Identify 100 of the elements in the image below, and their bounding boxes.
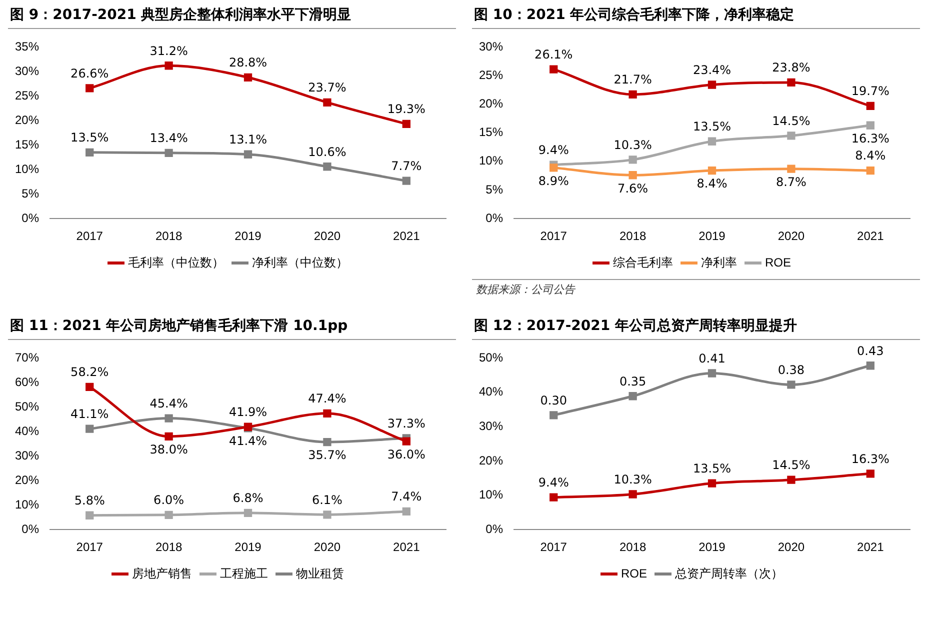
data-label: 16.3% bbox=[851, 452, 890, 466]
y-tick-label: 25% bbox=[478, 68, 504, 82]
y-tick-label: 10% bbox=[14, 162, 40, 176]
x-tick-label: 2020 bbox=[314, 540, 341, 554]
data-label: 45.4% bbox=[150, 396, 188, 410]
data-label: 23.7% bbox=[308, 80, 346, 95]
data-label: 5.8% bbox=[74, 494, 105, 508]
y-tick-label: 20% bbox=[14, 472, 40, 487]
legend-label: 净利率（中位数） bbox=[252, 255, 348, 270]
data-label: 23.4% bbox=[692, 62, 732, 77]
y-tick-label: 0% bbox=[22, 210, 40, 225]
chart-title: 图 9：2017-2021 典型房企整体利润率水平下滑明显 bbox=[8, 0, 456, 29]
data-label: 10.6% bbox=[308, 144, 346, 159]
chart-title: 图 10：2021 年公司综合毛利率下降，净利率稳定 bbox=[472, 0, 920, 29]
x-tick-label: 2019 bbox=[234, 229, 262, 244]
data-label: 16.3% bbox=[851, 131, 890, 146]
y-tick-label: 10% bbox=[478, 488, 504, 502]
data-label: 9.4% bbox=[538, 475, 569, 490]
y-tick-label: 20% bbox=[478, 96, 504, 111]
data-label: 13.4% bbox=[150, 131, 188, 146]
y-tick-label: 40% bbox=[14, 424, 40, 438]
x-tick-label: 2019 bbox=[698, 540, 726, 554]
y-tick-label: 50% bbox=[14, 399, 40, 414]
data-label: 19.3% bbox=[387, 102, 426, 116]
y-tick-label: 30% bbox=[478, 39, 504, 54]
data-label: 13.5% bbox=[692, 120, 732, 134]
y-tick-label: 30% bbox=[14, 448, 40, 462]
data-label: 23.8% bbox=[772, 60, 810, 75]
y-tick-label: 15% bbox=[14, 137, 40, 152]
data-label: 28.8% bbox=[228, 56, 268, 70]
x-tick-label: 2018 bbox=[619, 540, 646, 554]
x-tick-label: 2020 bbox=[778, 229, 805, 244]
x-tick-label: 2017 bbox=[76, 229, 104, 244]
data-label: 26.6% bbox=[70, 66, 109, 80]
y-tick-label: 20% bbox=[478, 453, 504, 468]
y-tick-label: 60% bbox=[14, 374, 40, 389]
data-label: 58.2% bbox=[70, 365, 109, 380]
x-tick-label: 2021 bbox=[857, 229, 884, 244]
data-label: 6.0% bbox=[154, 493, 184, 508]
data-label: 6.8% bbox=[232, 491, 264, 506]
data-label: 8.9% bbox=[538, 174, 569, 188]
x-tick-label: 2020 bbox=[778, 540, 805, 554]
data-label: 14.5% bbox=[772, 114, 810, 128]
x-tick-label: 2018 bbox=[619, 229, 646, 244]
y-tick-label: 5% bbox=[486, 182, 504, 196]
data-label: 6.1% bbox=[312, 492, 342, 507]
y-tick-label: 25% bbox=[14, 88, 40, 102]
data-label: 26.1% bbox=[534, 47, 573, 62]
x-tick-label: 2017 bbox=[540, 540, 568, 554]
legend-label: 净利率 bbox=[701, 255, 737, 270]
data-label: 13.5% bbox=[692, 461, 732, 476]
data-label: 10.3% bbox=[614, 472, 652, 486]
x-tick-label: 2019 bbox=[234, 540, 262, 554]
y-tick-label: 0% bbox=[486, 210, 504, 225]
data-label: 9.4% bbox=[538, 142, 569, 157]
chart-title: 图 12：2017-2021 年公司总资产周转率明显提升 bbox=[472, 311, 920, 340]
y-tick-label: 10% bbox=[14, 497, 40, 512]
legend-label: ROE bbox=[621, 566, 648, 580]
legend-label: 工程施工 bbox=[220, 566, 268, 580]
y-tick-label: 10% bbox=[478, 154, 504, 168]
x-tick-label: 2018 bbox=[155, 229, 182, 244]
data-label: 8.7% bbox=[776, 174, 806, 189]
x-tick-label: 2017 bbox=[76, 540, 104, 554]
y-tick-label: 30% bbox=[478, 418, 504, 433]
data-label: 37.3% bbox=[387, 416, 426, 430]
data-label: 19.7% bbox=[851, 84, 890, 98]
data-label: 8.4% bbox=[855, 148, 886, 163]
data-label: 21.7% bbox=[614, 72, 652, 87]
y-tick-label: 0% bbox=[486, 522, 504, 536]
data-label: 0.35 bbox=[619, 374, 646, 388]
y-tick-label: 15% bbox=[478, 125, 504, 140]
legend-label: 物业租赁 bbox=[296, 566, 344, 580]
data-label: 0.30 bbox=[540, 393, 567, 408]
data-label: 47.4% bbox=[308, 392, 346, 406]
data-label: 0.41 bbox=[698, 351, 726, 366]
y-tick-label: 35% bbox=[14, 39, 40, 54]
data-label: 8.4% bbox=[696, 176, 728, 191]
x-tick-label: 2020 bbox=[314, 229, 341, 244]
data-label: 7.6% bbox=[618, 181, 648, 196]
data-label: 41.9% bbox=[228, 405, 268, 420]
chart-title: 图 11：2021 年公司房地产销售毛利率下滑 10.1pp bbox=[8, 311, 456, 340]
y-tick-label: 0% bbox=[22, 522, 40, 536]
data-label: 38.0% bbox=[150, 442, 188, 457]
data-label: 41.1% bbox=[70, 406, 109, 421]
y-tick-label: 50% bbox=[478, 350, 504, 364]
source-note: 数据来源：公司公告 bbox=[472, 279, 920, 299]
data-label: 7.4% bbox=[391, 490, 422, 504]
data-label: 35.7% bbox=[308, 448, 346, 462]
data-label: 10.3% bbox=[614, 138, 652, 152]
x-tick-label: 2017 bbox=[540, 229, 568, 244]
y-tick-label: 30% bbox=[14, 64, 40, 78]
y-tick-label: 70% bbox=[14, 350, 40, 364]
legend-label: 毛利率（中位数） bbox=[128, 255, 224, 270]
data-label: 0.38 bbox=[778, 362, 805, 377]
x-tick-label: 2021 bbox=[857, 540, 884, 554]
x-tick-label: 2021 bbox=[393, 229, 420, 244]
x-tick-label: 2019 bbox=[698, 229, 726, 244]
data-label: 0.43 bbox=[857, 344, 884, 358]
x-tick-label: 2021 bbox=[393, 540, 420, 554]
data-label: 41.4% bbox=[228, 434, 268, 448]
